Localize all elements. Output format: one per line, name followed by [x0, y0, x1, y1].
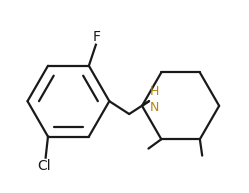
- Text: N: N: [150, 101, 160, 114]
- Text: F: F: [93, 30, 101, 44]
- Text: Cl: Cl: [38, 159, 51, 173]
- Text: H: H: [150, 85, 160, 98]
